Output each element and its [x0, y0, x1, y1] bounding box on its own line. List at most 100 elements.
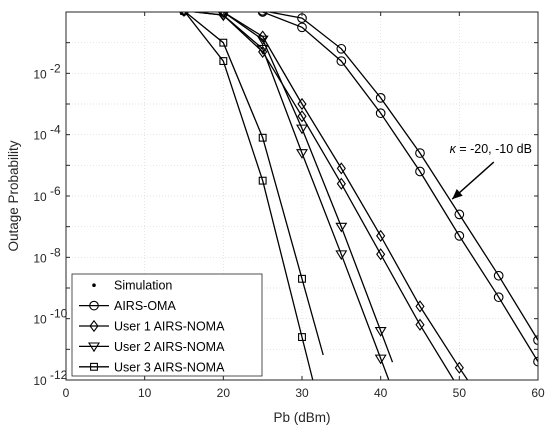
series-line	[241, 12, 538, 363]
data-point-triangle-down	[217, 12, 229, 21]
data-point-diamond	[376, 248, 386, 261]
data-point-circle	[493, 292, 504, 303]
legend-marker-triangle-down	[88, 342, 100, 353]
series-square	[180, 12, 324, 356]
y-tick-exponent: -2	[50, 61, 61, 75]
data-point-diamond	[415, 300, 425, 313]
x-axis-label: Pb (dBm)	[273, 410, 330, 425]
data-point-diamond	[454, 361, 464, 374]
data-point-square	[219, 38, 228, 47]
annotation-value: = -20, -10 dB	[456, 142, 532, 156]
data-point-triangle-down	[219, 12, 227, 18]
y-axis-label: Outage Probability	[6, 140, 21, 251]
data-point-circle	[415, 148, 425, 158]
data-point-square	[219, 57, 228, 66]
data-point-square	[258, 133, 267, 142]
data-point-circle	[336, 43, 347, 54]
x-tick-label: 50	[453, 386, 467, 400]
legend-marker-dot	[92, 283, 96, 288]
series-circle	[179, 12, 538, 345]
kappa-annotation: κ = -20, -10 dB	[450, 142, 532, 200]
data-point-circle	[257, 12, 268, 16]
data-point-diamond	[376, 229, 386, 242]
y-tick-label: 10	[33, 67, 47, 81]
x-tick-label: 40	[374, 386, 388, 400]
annotation-arrow-head	[452, 189, 463, 200]
data-point-diamond	[297, 110, 307, 123]
series-triangle-down	[181, 12, 394, 363]
legend-box	[71, 273, 263, 377]
series-square	[180, 12, 314, 380]
x-tick-label: 0	[63, 386, 70, 400]
y-tick-label: 10	[33, 374, 47, 388]
y-tick-label: 10	[33, 129, 47, 143]
x-tick-label: 10	[138, 386, 152, 400]
legend-marker-diamond	[89, 319, 99, 333]
legend-item: AIRS-OMA	[79, 299, 176, 313]
y-tick-exponent: -8	[50, 245, 61, 259]
x-tick-label: 60	[531, 386, 545, 400]
y-tick-label: 10	[33, 190, 47, 204]
y-tick-exponent: -12	[50, 368, 68, 382]
data-point-diamond	[415, 318, 425, 331]
data-point-circle	[336, 56, 347, 66]
legend-marker-square	[90, 362, 98, 371]
data-point-circle	[493, 270, 504, 281]
y-tick-label: 10	[33, 313, 47, 327]
series-line	[202, 12, 469, 380]
data-point-circle	[454, 209, 465, 220]
data-point-circle	[257, 12, 268, 17]
legend-item: User 2 AIRS-NOMA	[79, 340, 225, 354]
data-point-square	[180, 12, 188, 15]
data-point-diamond	[495, 421, 503, 431]
data-point-triangle-down	[256, 44, 269, 55]
y-tick-exponent: -4	[50, 123, 61, 137]
series-line	[265, 12, 538, 342]
data-point-triangle-down	[296, 124, 308, 135]
y-tick-label: 10	[33, 251, 47, 265]
legend-item: User 3 AIRS-NOMA	[79, 360, 225, 374]
data-point-triangle-down	[296, 149, 308, 159]
data-point-circle	[533, 335, 538, 345]
data-point-triangle-down	[374, 354, 387, 365]
legend-item: Simulation	[92, 279, 172, 293]
data-point-diamond	[258, 30, 268, 43]
data-point-circle	[454, 231, 465, 241]
data-point-triangle-down	[335, 250, 348, 261]
series-line	[184, 12, 314, 380]
data-point-square	[298, 274, 306, 283]
legend: Simulation AIRS-OMA User 1 AIRS-NOMA User 2…	[71, 273, 263, 377]
data-point-circle	[297, 22, 307, 33]
series-line	[184, 12, 324, 356]
x-tick-label: 30	[295, 386, 309, 400]
data-point-diamond	[336, 177, 346, 190]
data-point-diamond	[336, 162, 346, 175]
data-point-circle	[533, 356, 538, 367]
legend-label: Simulation	[114, 279, 172, 293]
annotation-text: κ = -20, -10 dB	[450, 142, 532, 156]
x-tick-label: 20	[217, 386, 231, 400]
data-point-triangle-down	[374, 326, 387, 337]
legend-label: AIRS-OMA	[114, 299, 176, 313]
y-tick-exponent: -10	[50, 307, 68, 321]
y-tick-exponent: -6	[50, 184, 61, 198]
legend-label: User 3 AIRS-NOMA	[114, 360, 225, 374]
data-point-circle	[375, 108, 386, 119]
data-point-circle	[415, 166, 425, 177]
data-point-triangle-down	[335, 222, 348, 233]
data-point-diamond	[297, 97, 307, 111]
legend-item: User 1 AIRS-NOMA	[79, 320, 225, 334]
series-line	[202, 12, 394, 363]
data-point-square	[258, 176, 267, 185]
series-line	[188, 12, 455, 380]
data-point-square	[298, 333, 306, 342]
data-point-triangle-down	[256, 35, 269, 46]
kappa-symbol: κ	[450, 142, 457, 156]
legend-marker-circle	[89, 300, 99, 311]
data-point-circle	[375, 93, 386, 103]
legend-label: User 2 AIRS-NOMA	[114, 340, 225, 354]
data-series	[179, 12, 538, 431]
legend-label: User 1 AIRS-NOMA	[114, 320, 225, 334]
